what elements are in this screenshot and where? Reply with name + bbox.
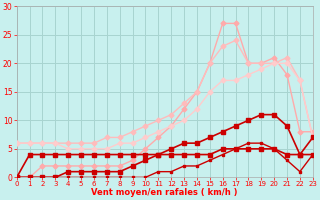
X-axis label: Vent moyen/en rafales ( km/h ): Vent moyen/en rafales ( km/h )	[92, 188, 238, 197]
